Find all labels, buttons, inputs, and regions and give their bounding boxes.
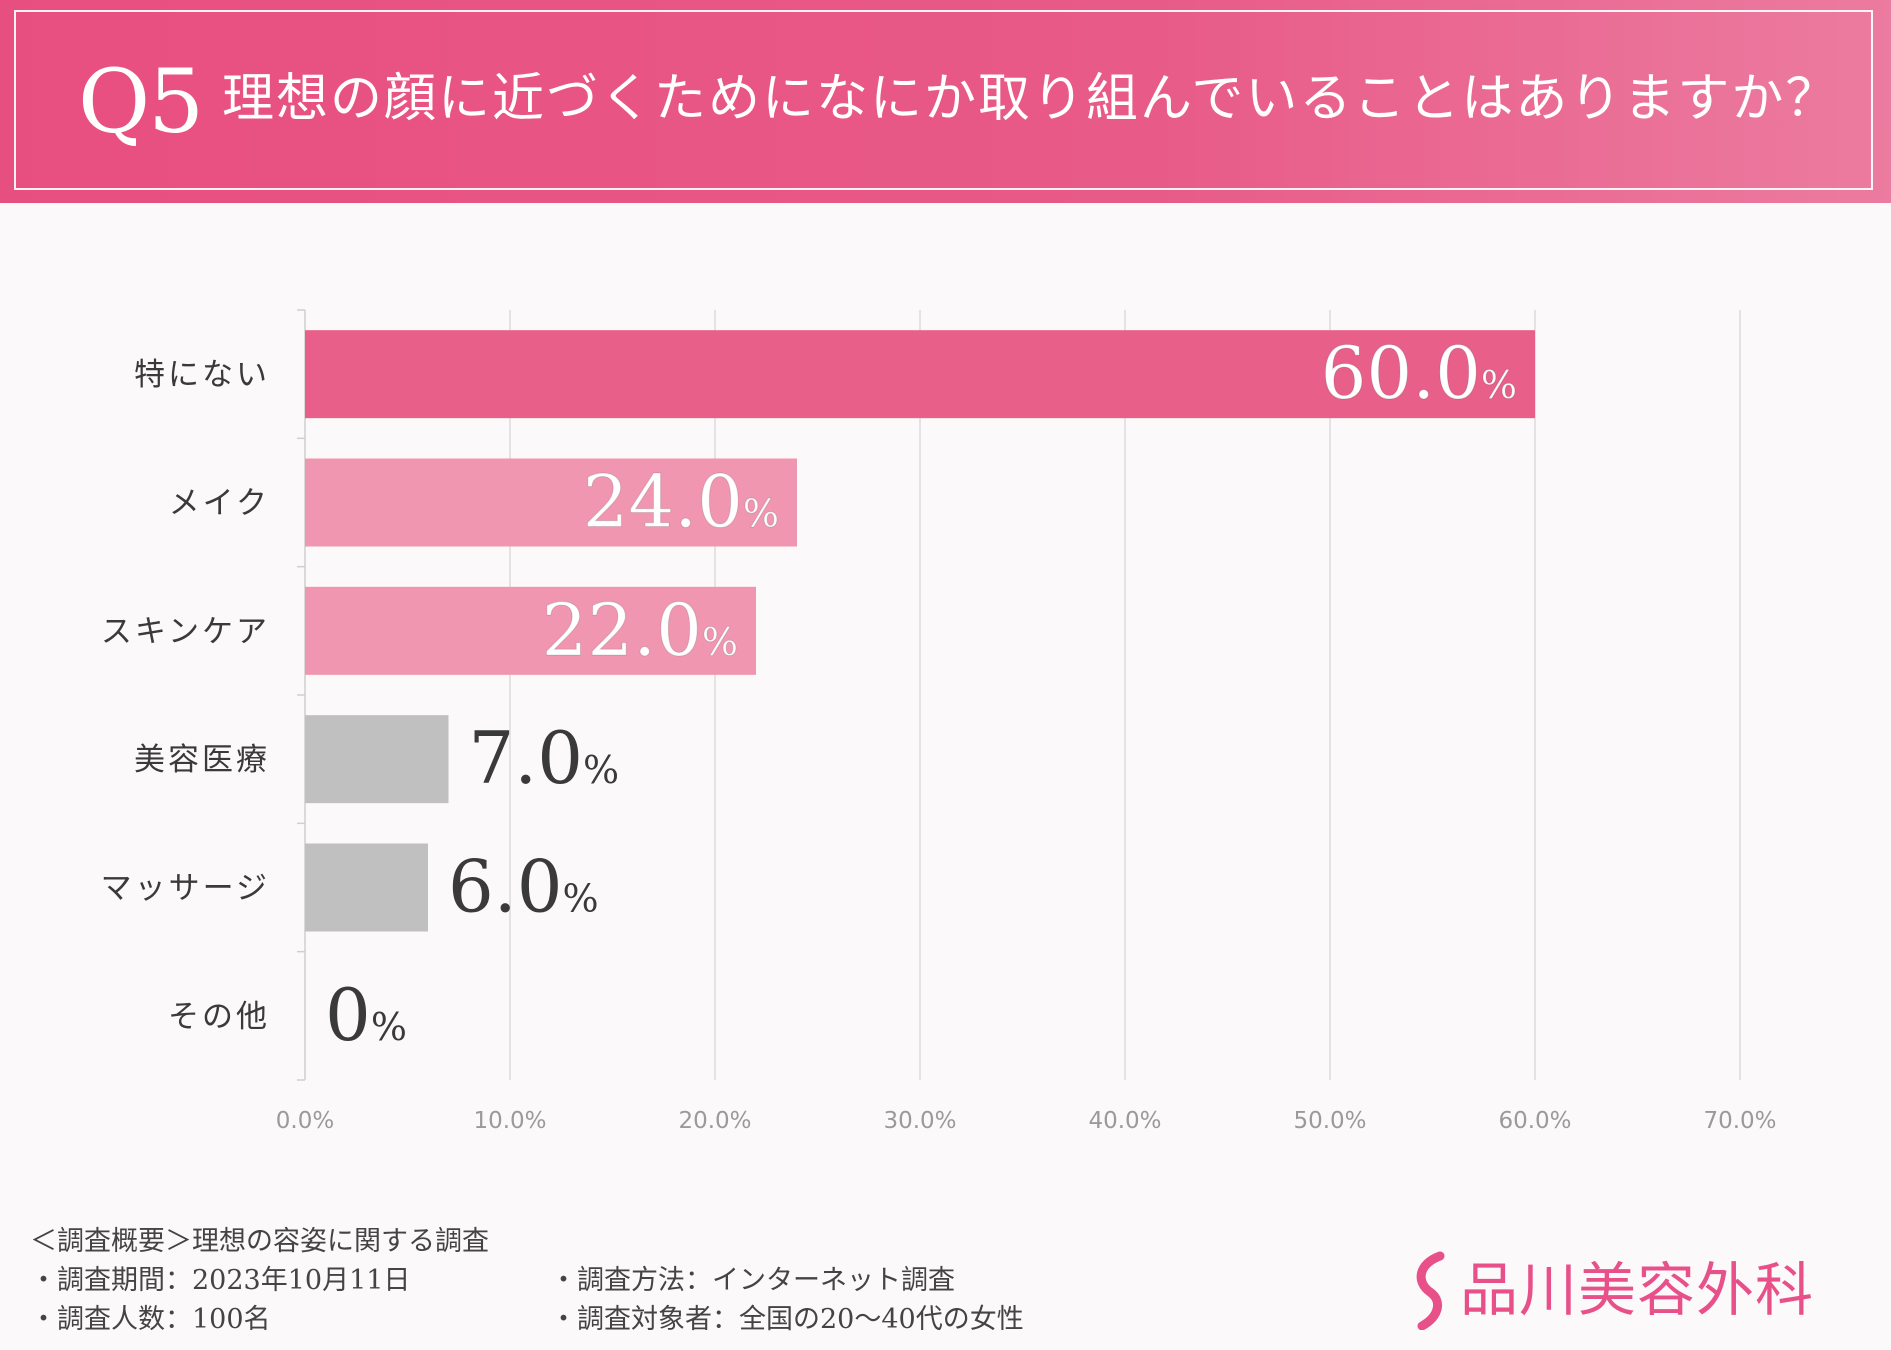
s-curve-logo-icon: [1416, 1251, 1445, 1330]
survey-period: ・調査期間：2023年10月11日: [30, 1265, 411, 1296]
value-label: 6.0%: [448, 845, 599, 929]
x-tick-label: 10.0%: [473, 1108, 546, 1134]
bar-chart: 0.0% 10.0% 20.0% 30.0% 40.0% 50.0% 60.0% 70.0% 特…: [101, 309, 1777, 1134]
category-label: スキンケア: [101, 614, 270, 650]
survey-count: ・調査人数：100名: [30, 1304, 271, 1335]
value-label: 60.0%: [1321, 331, 1517, 415]
bar: [305, 715, 449, 804]
value-label: 7.0%: [469, 716, 620, 800]
category-label: その他: [168, 999, 270, 1035]
bar: [305, 586, 756, 675]
survey-summary-left: ＜調査概要＞理想の容姿に関する調査 ・調査期間：2023年10月11日 ・調査人…: [30, 1222, 489, 1339]
survey-method: ・調査方法：インターネット調査: [550, 1265, 955, 1296]
x-tick-label: 0.0%: [276, 1108, 334, 1134]
value-unit: %: [702, 620, 738, 664]
survey-target: ・調査対象者：全国の20〜40代の女性: [550, 1304, 1024, 1335]
category-label: メイク: [169, 486, 270, 522]
brand-name: 品川美容外科: [1460, 1256, 1815, 1324]
header-banner: Q5 理想の顔に近づくためになにか取り組んでいることはありますか？: [0, 0, 1891, 203]
value-number: 7.0: [469, 716, 584, 800]
question-title: 理想の顔に近づくためになにか取り組んでいることはありますか？: [222, 69, 1840, 129]
value-number: 22.0: [542, 588, 702, 672]
value-unit: %: [563, 877, 599, 921]
x-tick-label: 30.0%: [883, 1108, 956, 1134]
value-number: 6.0: [448, 845, 563, 929]
survey-summary-right: ・調査方法：インターネット調査 ・調査対象者：全国の20〜40代の女性: [550, 1261, 1024, 1339]
x-tick-label: 40.0%: [1088, 1108, 1161, 1134]
x-tick-label: 70.0%: [1703, 1108, 1776, 1134]
x-tick-label: 50.0%: [1293, 1108, 1366, 1134]
value-unit: %: [583, 748, 619, 792]
bar: [305, 330, 1535, 419]
value-unit: %: [371, 1005, 407, 1049]
survey-title: ＜調査概要＞理想の容姿に関する調査: [30, 1226, 489, 1257]
value-number: 24.0: [583, 460, 743, 544]
category-label: 美容医療: [134, 742, 270, 778]
value-label: 0%: [325, 973, 407, 1057]
x-tick-label: 20.0%: [678, 1108, 751, 1134]
question-number: Q5: [78, 50, 204, 153]
value-label: 22.0%: [542, 588, 738, 672]
value-unit: %: [743, 492, 779, 536]
value-number: 60.0: [1321, 331, 1481, 415]
value-number: 0: [325, 973, 371, 1057]
brand-logo: 品川美容外科: [1410, 1250, 1814, 1330]
bar: [305, 843, 428, 932]
bar: [305, 458, 797, 547]
category-label: マッサージ: [101, 871, 270, 907]
category-label: 特にない: [134, 357, 270, 393]
x-tick-label: 60.0%: [1498, 1108, 1571, 1134]
value-label: 24.0%: [583, 460, 779, 544]
header-frame: [14, 10, 1873, 190]
value-unit: %: [1481, 363, 1517, 407]
